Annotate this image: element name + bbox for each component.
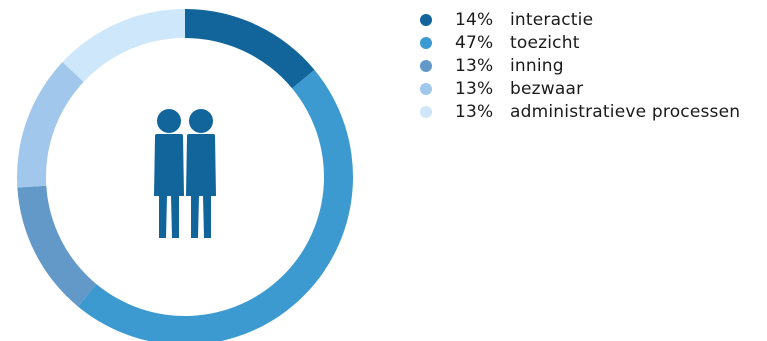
legend-item-bezwaar: 13% bezwaar	[420, 77, 740, 100]
donut-slice-toezicht	[77, 69, 353, 341]
donut-slice-bezwaar	[17, 61, 84, 188]
donut-slice-inning	[17, 185, 97, 307]
legend-item-administratieve-processen: 13% administratieve processen	[420, 100, 740, 123]
legend-item-toezicht: 47% toezicht	[420, 31, 740, 54]
legend-swatch	[420, 59, 432, 72]
legend-value: 13%	[455, 55, 494, 76]
legend-swatch	[420, 36, 432, 49]
donut-slice-interactie	[185, 9, 315, 89]
legend-label: bezwaar	[510, 78, 584, 99]
legend-swatch	[420, 13, 432, 26]
legend-item-inning: 13% inning	[420, 54, 740, 77]
people-icon	[154, 109, 216, 238]
donut-slices	[17, 9, 353, 341]
legend-swatch	[420, 105, 432, 118]
chart-legend: 14% interactie 47% toezicht 13% inning 1…	[420, 8, 740, 123]
legend-label: interactie	[510, 9, 594, 30]
legend-label: inning	[510, 55, 564, 76]
donut-slice-administratieve-processen	[62, 9, 185, 82]
legend-item-interactie: 14% interactie	[420, 8, 740, 31]
legend-label: administratieve processen	[510, 101, 741, 122]
legend-swatch	[420, 82, 432, 95]
legend-value: 13%	[455, 78, 494, 99]
legend-value: 47%	[455, 32, 494, 53]
legend-value: 14%	[455, 9, 494, 30]
legend-value: 13%	[455, 101, 494, 122]
legend-label: toezicht	[510, 32, 580, 53]
